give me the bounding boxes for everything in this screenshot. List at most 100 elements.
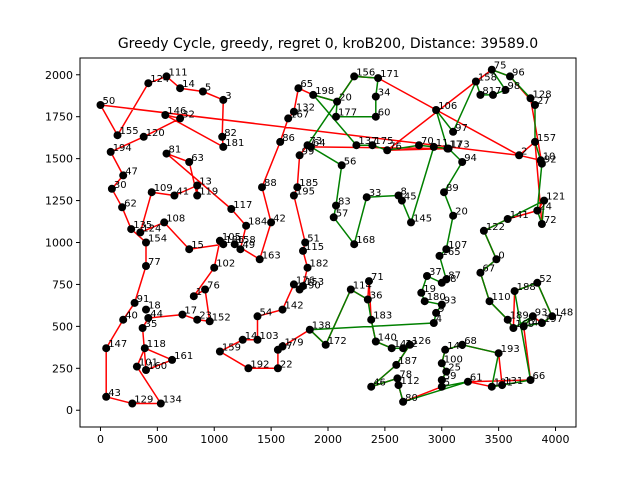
city-label: 108 [166,213,185,224]
city-label: 145 [413,213,432,224]
city-point [227,205,236,213]
city-label: 107 [448,240,467,251]
city-label: 181 [225,138,244,149]
city-label: 9 [438,304,444,315]
y-tick-label: 1000 [45,237,73,250]
city-point [509,324,518,332]
city-label: 30 [114,180,127,191]
x-tick-label: 4000 [542,433,570,446]
city-point [392,360,401,369]
city-label: 79 [495,86,508,97]
city-label: 77 [148,257,161,268]
city-label: 56 [344,156,357,167]
city-point [253,312,262,321]
city-label: 62 [124,198,137,209]
city-point [332,201,340,210]
city-point [278,305,287,314]
city-label: 36 [370,291,383,302]
city-label: 197 [544,314,563,325]
city-point [367,382,376,391]
city-label: 187 [398,356,417,367]
y-tick-label: 1750 [45,111,73,124]
city-point [362,193,371,202]
city-label: 129 [134,395,153,406]
city-label: 146 [167,106,186,117]
city-point [519,322,528,331]
city-point [293,183,302,192]
city-point [383,146,392,155]
city-label: 2 [521,146,527,157]
city-point [301,238,310,247]
city-point [471,77,480,86]
city-point [405,340,414,349]
city-label: 68 [464,336,477,347]
city-point [138,324,147,332]
city-label: 57 [336,208,349,219]
city-label: 177 [338,108,357,119]
city-label: 121 [546,192,565,203]
city-label: 25 [448,363,461,374]
city-point [176,114,185,123]
city-label: 100 [444,354,463,365]
city-label: 173 [451,140,470,151]
city-label: 81 [482,86,495,97]
city-point [210,263,219,272]
city-label: 15 [191,240,204,251]
city-point [371,337,380,346]
city-point [162,72,171,81]
city-point [526,376,535,384]
y-tick-label: 250 [52,362,73,375]
city-label: 40 [125,311,138,322]
city-point [476,90,485,99]
city-label: 5 [444,378,450,389]
city-label: 89 [446,183,459,194]
city-point [337,161,346,170]
city-label: 169 [515,319,534,330]
city-point [321,340,330,349]
city-label: 153 [305,277,324,288]
city-label: 52 [539,274,552,285]
city-label: 112 [401,376,420,387]
city-point [540,196,549,205]
city-label: 23 [199,311,212,322]
city-label: 175 [374,136,393,147]
city-label: 92 [544,155,557,166]
city-label: 46 [373,378,386,389]
city-label: 66 [533,371,546,382]
city-point [435,251,444,260]
city-label: 190 [302,281,321,292]
city-label: 5 [205,83,211,94]
city-label: 114 [353,281,372,292]
city-label: 72 [544,215,557,226]
city-label: 158 [478,73,497,84]
city-label: 71 [371,272,384,283]
city-point [442,275,451,284]
city-point [106,147,115,156]
city-label: 0 [498,250,504,261]
city-point [531,137,539,146]
city-point [437,376,446,384]
city-point [441,345,450,354]
city-label: 167 [290,109,309,120]
city-label: 142 [285,301,304,312]
city-point [494,349,503,358]
city-point [437,382,446,391]
city-label: 17 [449,140,462,151]
city-label: 188 [517,282,536,293]
city-point [236,245,245,254]
city-label: 155 [120,126,139,137]
city-label: 83 [338,197,351,208]
city-point [329,213,338,222]
city-label: 32 [182,109,195,120]
city-point [193,191,202,200]
city-point [503,215,512,223]
city-point [176,84,185,93]
city-label: 20 [339,93,352,104]
city-label: 78 [399,369,412,380]
city-label: 12 [405,339,418,350]
city-label: 76 [389,141,402,152]
city-label: 149 [447,341,466,352]
city-label: 176 [296,275,315,286]
city-point [442,367,451,376]
